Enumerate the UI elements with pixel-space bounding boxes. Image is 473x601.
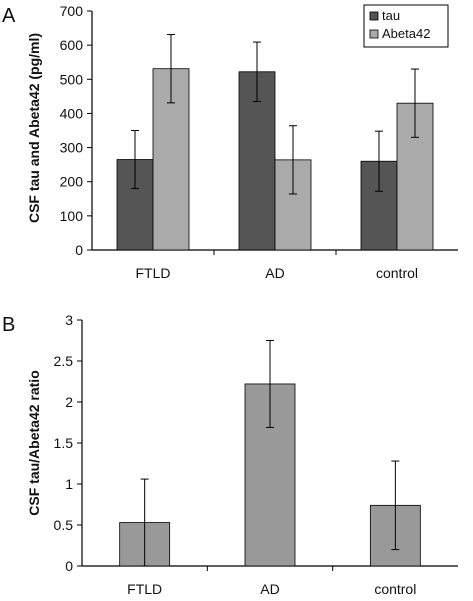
y-tick-label: 1: [65, 476, 73, 492]
legend-label-tau: tau: [382, 8, 400, 23]
y-tick-label: 3: [65, 312, 73, 328]
panel-a-y-axis-label: CSF tau and Abeta42 (pg/ml): [26, 33, 42, 223]
y-tick-label: 400: [60, 105, 84, 121]
category-label-ad: AD: [260, 581, 279, 597]
legend-swatch-abeta42: [369, 29, 379, 39]
y-tick-label: 300: [60, 140, 84, 156]
y-tick-label: 200: [60, 174, 84, 190]
panel-b-y-axis-label: CSF tau/Abeta42 ratio: [26, 370, 42, 515]
panel-a-bars: [116, 34, 434, 251]
y-tick-label: 2.5: [54, 353, 74, 369]
panel-a-category-labels: FTLD AD control: [136, 265, 419, 281]
y-tick-label: 100: [60, 208, 84, 224]
y-tick-label: 0.5: [54, 517, 74, 533]
y-tick-label: 2: [65, 394, 73, 410]
y-tick-label: 0: [65, 558, 73, 574]
panel-b-letter: B: [2, 314, 15, 336]
y-tick-label: 1.5: [54, 435, 74, 451]
y-tick-label: 600: [60, 37, 84, 53]
panel-a: A CSF tau and Abeta42 (pg/ml) 0 100 200 300…: [2, 3, 458, 281]
panel-b: B CSF tau/Abeta42 ratio 0 0.5 1 1.5 2 2.5 3 FT…: [2, 312, 458, 597]
legend-swatch-tau: [369, 11, 379, 21]
panel-a-letter: A: [2, 5, 16, 27]
category-label-control: control: [374, 581, 416, 597]
panel-b-bars: [119, 340, 421, 567]
panel-b-category-labels: FTLD AD control: [127, 581, 416, 597]
category-label-ftld: FTLD: [136, 265, 171, 281]
y-tick-label: 500: [60, 71, 84, 87]
category-label-ad: AD: [265, 265, 284, 281]
legend-label-abeta42: Abeta42: [382, 26, 430, 41]
y-tick-label: 0: [75, 242, 83, 258]
category-label-control: control: [376, 265, 418, 281]
panel-a-tick-labels: 0 100 200 300 400 500 600 700: [60, 3, 84, 258]
category-label-ftld: FTLD: [127, 581, 162, 597]
panel-a-legend: tau Abeta42: [363, 4, 449, 48]
panel-b-tick-labels: 0 0.5 1 1.5 2 2.5 3: [54, 312, 74, 574]
y-tick-label: 700: [60, 3, 84, 19]
